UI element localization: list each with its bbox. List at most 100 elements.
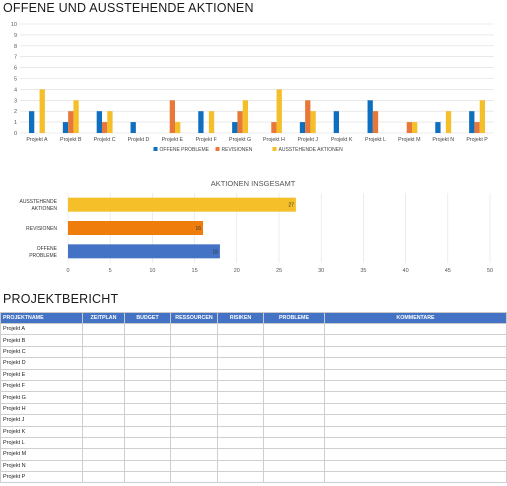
table-cell[interactable]: [217, 436, 264, 450]
table-cell[interactable]: [324, 368, 507, 381]
x-tick-label: 5: [109, 268, 112, 274]
table-cell[interactable]: [124, 425, 171, 438]
table-cell[interactable]: [82, 379, 125, 393]
table-cell[interactable]: [324, 436, 507, 450]
table-cell[interactable]: [124, 402, 171, 416]
x-tick-label: 20: [234, 268, 240, 274]
bar: [479, 100, 486, 133]
table-cell[interactable]: [324, 471, 507, 484]
table-cell[interactable]: [324, 334, 507, 347]
table-cell[interactable]: [217, 357, 264, 370]
table-cell[interactable]: [82, 459, 125, 473]
table-cell[interactable]: [170, 471, 218, 484]
table-cell[interactable]: [263, 436, 325, 450]
table-cell[interactable]: [324, 425, 507, 438]
table-cell[interactable]: [82, 448, 125, 461]
table-cell[interactable]: [217, 379, 264, 393]
table-cell[interactable]: [82, 391, 125, 404]
table-cell[interactable]: [217, 459, 264, 473]
table-cell[interactable]: [124, 391, 171, 404]
table-cell[interactable]: [263, 334, 325, 347]
table-cell[interactable]: [170, 357, 218, 370]
table-cell[interactable]: [324, 345, 507, 359]
bar: [237, 111, 243, 133]
table-cell[interactable]: [124, 459, 171, 473]
table-cell[interactable]: [82, 368, 125, 381]
y-tick-label: 4: [14, 87, 17, 93]
table-cell[interactable]: [82, 402, 125, 416]
table-cell[interactable]: [170, 448, 218, 461]
table-cell[interactable]: [124, 345, 171, 359]
table-cell[interactable]: [324, 459, 507, 473]
table-cell[interactable]: [217, 322, 264, 336]
table-cell[interactable]: [82, 322, 125, 336]
table-cell[interactable]: [263, 368, 325, 381]
table-cell[interactable]: [82, 345, 125, 359]
table-cell[interactable]: [263, 414, 325, 427]
table-cell[interactable]: [217, 448, 264, 461]
table-cell[interactable]: [124, 414, 171, 427]
table-cell[interactable]: [82, 414, 125, 427]
bar: [271, 122, 277, 133]
table-cell[interactable]: [82, 471, 125, 484]
table-header-row: PROJEKTNAME ZEITPLAN BUDGET RESSOURCEN RISIK…: [0, 312, 507, 324]
table-cell[interactable]: [263, 402, 325, 416]
table-cell[interactable]: [82, 334, 125, 347]
table-cell[interactable]: [324, 357, 507, 370]
table-cell[interactable]: [170, 379, 218, 393]
table-cell[interactable]: [263, 471, 325, 484]
table-cell[interactable]: [82, 425, 125, 438]
table-cell[interactable]: [263, 425, 325, 438]
table-cell[interactable]: [170, 459, 218, 473]
project-name-cell: Projekt G: [0, 391, 83, 404]
legend-swatch: [215, 147, 220, 151]
table-cell[interactable]: [324, 402, 507, 416]
table-cell[interactable]: [170, 334, 218, 347]
table-cell[interactable]: [170, 402, 218, 416]
table-cell[interactable]: [124, 322, 171, 336]
x-tick-label: Projekt J: [297, 137, 318, 143]
table-cell[interactable]: [170, 436, 218, 450]
table-cell[interactable]: [124, 357, 171, 370]
category-label: AKTIONEN: [31, 206, 57, 212]
table-cell[interactable]: [217, 471, 264, 484]
table-cell[interactable]: [170, 345, 218, 359]
table-cell[interactable]: [217, 334, 264, 347]
table-cell[interactable]: [324, 414, 507, 427]
table-cell[interactable]: [124, 448, 171, 461]
table-cell[interactable]: [217, 368, 264, 381]
table-cell[interactable]: [82, 357, 125, 370]
table-cell[interactable]: [324, 322, 507, 336]
table-cell[interactable]: [217, 425, 264, 438]
table-cell[interactable]: [170, 425, 218, 438]
table-cell[interactable]: [124, 471, 171, 484]
table-cell[interactable]: [124, 379, 171, 393]
table-cell[interactable]: [263, 391, 325, 404]
table-cell[interactable]: [124, 436, 171, 450]
table-cell[interactable]: [263, 345, 325, 359]
bar: [62, 122, 69, 133]
chart-title-actions: OFFENE UND AUSSTEHENDE AKTIONEN: [3, 1, 254, 15]
table-cell[interactable]: [124, 334, 171, 347]
data-label: 18: [212, 249, 218, 255]
table-cell[interactable]: [324, 379, 507, 393]
table-cell[interactable]: [263, 357, 325, 370]
table-cell[interactable]: [217, 345, 264, 359]
table-cell[interactable]: [263, 322, 325, 336]
y-tick-label: 8: [14, 44, 17, 50]
table-cell[interactable]: [170, 322, 218, 336]
table-cell[interactable]: [170, 368, 218, 381]
table-cell[interactable]: [82, 436, 125, 450]
table-cell[interactable]: [170, 391, 218, 404]
table-cell[interactable]: [170, 414, 218, 427]
table-cell[interactable]: [263, 379, 325, 393]
table-cell[interactable]: [263, 459, 325, 473]
table-cell[interactable]: [263, 448, 325, 461]
table-cell[interactable]: [217, 402, 264, 416]
table-cell[interactable]: [217, 414, 264, 427]
table-cell[interactable]: [324, 448, 507, 461]
table-cell[interactable]: [124, 368, 171, 381]
table-cell[interactable]: [217, 391, 264, 404]
x-tick-label: 45: [445, 268, 451, 274]
table-cell[interactable]: [324, 391, 507, 404]
